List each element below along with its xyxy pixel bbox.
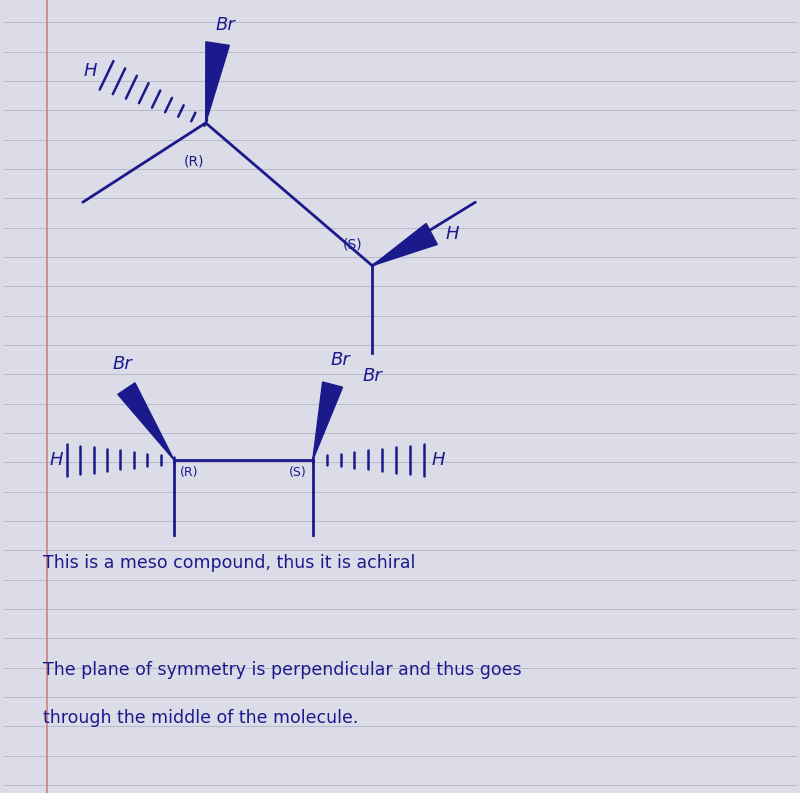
- Text: Br: Br: [330, 351, 350, 369]
- Text: (R): (R): [183, 155, 204, 169]
- Text: This is a meso compound, thus it is achiral: This is a meso compound, thus it is achi…: [43, 554, 415, 572]
- Text: (R): (R): [180, 466, 199, 479]
- Polygon shape: [206, 42, 230, 123]
- Text: through the middle of the molecule.: through the middle of the molecule.: [43, 709, 358, 726]
- Text: H: H: [432, 451, 446, 469]
- Text: (S): (S): [289, 466, 306, 479]
- Polygon shape: [118, 383, 174, 460]
- Text: Br: Br: [362, 367, 382, 385]
- Text: Br: Br: [113, 354, 132, 373]
- Polygon shape: [372, 224, 438, 266]
- Text: Br: Br: [216, 16, 235, 34]
- Text: H: H: [50, 451, 63, 469]
- Text: H: H: [446, 225, 459, 243]
- Text: H: H: [83, 63, 97, 80]
- Text: The plane of symmetry is perpendicular and thus goes: The plane of symmetry is perpendicular a…: [43, 661, 522, 679]
- Polygon shape: [313, 382, 342, 460]
- Text: (S): (S): [343, 237, 362, 251]
